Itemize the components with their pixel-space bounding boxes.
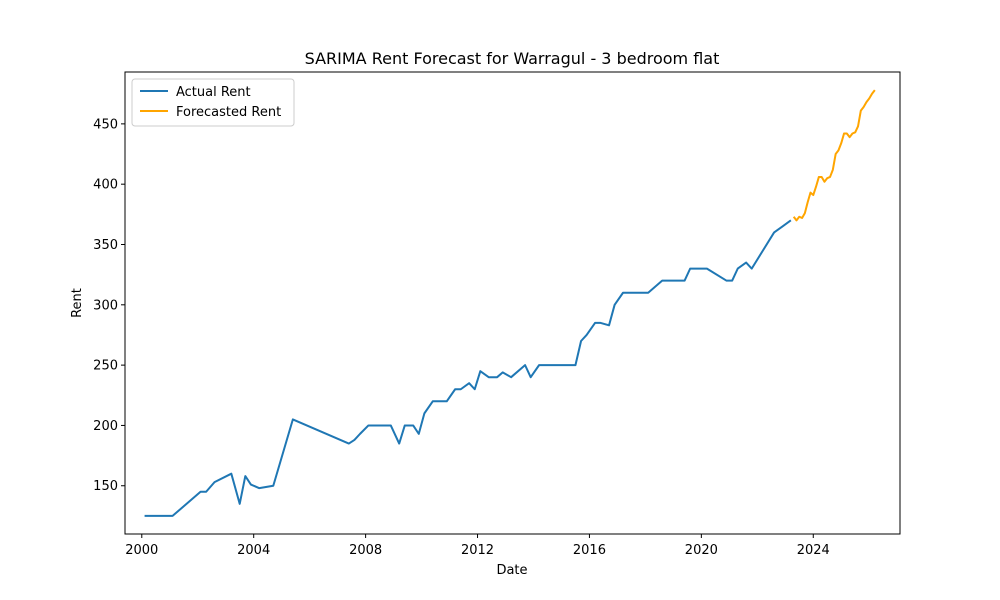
y-tick-label: 400 xyxy=(93,178,118,193)
y-tick-label: 150 xyxy=(93,479,118,494)
x-tick-label: 2020 xyxy=(685,543,718,558)
legend: Actual Rent Forecasted Rent xyxy=(131,78,295,127)
y-axis: 150 200 250 300 350 400 450 xyxy=(93,117,125,494)
legend-label-actual: Actual Rent xyxy=(176,85,251,100)
x-tick-label: 2004 xyxy=(237,543,270,558)
axes-frame xyxy=(124,71,901,535)
x-tick-label: 2016 xyxy=(573,543,606,558)
y-tick-label: 350 xyxy=(93,238,118,253)
y-tick-label: 250 xyxy=(93,359,118,374)
x-tick-label: 2000 xyxy=(125,543,158,558)
x-axis-label: Date xyxy=(496,563,527,578)
legend-box xyxy=(131,78,295,127)
x-tick-label: 2008 xyxy=(349,543,382,558)
legend-label-forecast: Forecasted Rent xyxy=(176,105,281,120)
series-line-forecasted-rent xyxy=(792,89,876,222)
series-layer xyxy=(144,89,876,517)
y-axis-label: Rent xyxy=(70,288,85,318)
series-line-actual-rent xyxy=(144,219,792,517)
y-tick-label: 200 xyxy=(93,419,118,434)
y-tick-label: 300 xyxy=(93,298,118,313)
x-tick-label: 2024 xyxy=(797,543,830,558)
y-tick-label: 450 xyxy=(93,117,118,132)
plot-area xyxy=(124,71,901,535)
chart-title: SARIMA Rent Forecast for Warragul - 3 be… xyxy=(305,49,720,68)
x-tick-label: 2012 xyxy=(461,543,494,558)
x-axis: 2000 2004 2008 2012 2016 2020 2024 xyxy=(125,534,830,558)
